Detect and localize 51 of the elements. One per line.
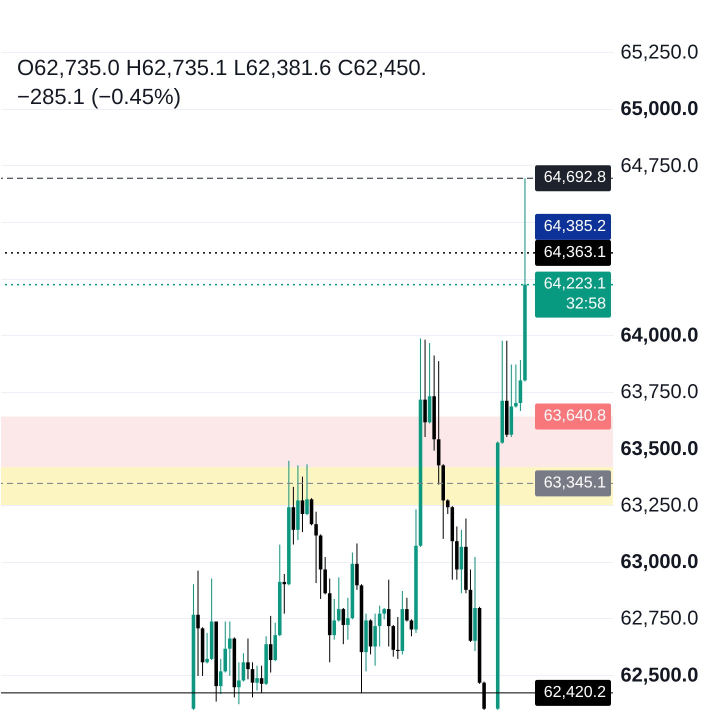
candlestick xyxy=(514,364,518,408)
annotation: 63,640.8 xyxy=(544,407,606,424)
y-tick-label: 65,250.0 xyxy=(620,42,698,64)
candlestick xyxy=(392,624,396,658)
candlestick xyxy=(378,605,382,647)
annotation: −285.1 (−0.45%) xyxy=(17,84,181,109)
y-tick-label: 62,750.0 xyxy=(620,608,698,630)
y-tick-label: 63,000.0 xyxy=(620,551,698,574)
candlestick xyxy=(223,621,228,674)
y-tick-label: 63,750.0 xyxy=(620,381,698,404)
ref-line-label: 64,223.1 32:58 xyxy=(544,276,606,313)
candlestick xyxy=(305,464,309,516)
candlestick xyxy=(410,618,414,637)
y-tick-label: 63,500.0 xyxy=(620,438,698,460)
candlestick xyxy=(218,658,222,695)
candlestick xyxy=(242,652,246,682)
candlestick xyxy=(382,607,386,620)
candlestick xyxy=(446,498,450,515)
candlestick xyxy=(323,556,327,595)
candlestick xyxy=(460,529,464,594)
candlestick xyxy=(205,632,209,664)
y-tick-label: 64,750.0 xyxy=(620,154,698,177)
candlestick xyxy=(518,360,522,412)
candlestick xyxy=(355,542,359,590)
candlestick xyxy=(314,511,318,584)
candlestick xyxy=(332,598,336,640)
candlestick xyxy=(196,570,200,676)
candlestick xyxy=(423,339,427,438)
candlestick xyxy=(255,665,259,692)
y-tick-label: 63,250.0 xyxy=(620,494,698,516)
ref-line-label: 63,345.1 xyxy=(544,474,606,492)
candlestick xyxy=(342,607,346,645)
candlestick xyxy=(228,621,232,676)
candlestick xyxy=(246,638,250,680)
y-tick-label: 64,000.0 xyxy=(620,324,698,347)
y-tick-label: 65,000.0 xyxy=(620,98,698,120)
candlestick xyxy=(373,613,377,666)
candlestick xyxy=(268,615,272,674)
candlestick xyxy=(300,476,304,533)
y-tick-label: 62,500.0 xyxy=(620,664,698,686)
ref-line-label: 64,363.1 xyxy=(544,244,606,261)
candlestick xyxy=(337,576,341,622)
candlestick xyxy=(386,579,391,647)
annotation: 64,385.2 xyxy=(544,218,606,235)
ref-line-label: 64,692.8 xyxy=(544,169,606,186)
candlestick xyxy=(237,662,241,705)
candlestick xyxy=(292,486,296,546)
candlestick xyxy=(346,597,350,640)
annotation: O62,735.0 H62,735.1 L62,381.6 C62,450. xyxy=(17,55,427,80)
candlestick xyxy=(405,597,409,622)
ref-line-label: 62,420.2 xyxy=(544,684,606,701)
